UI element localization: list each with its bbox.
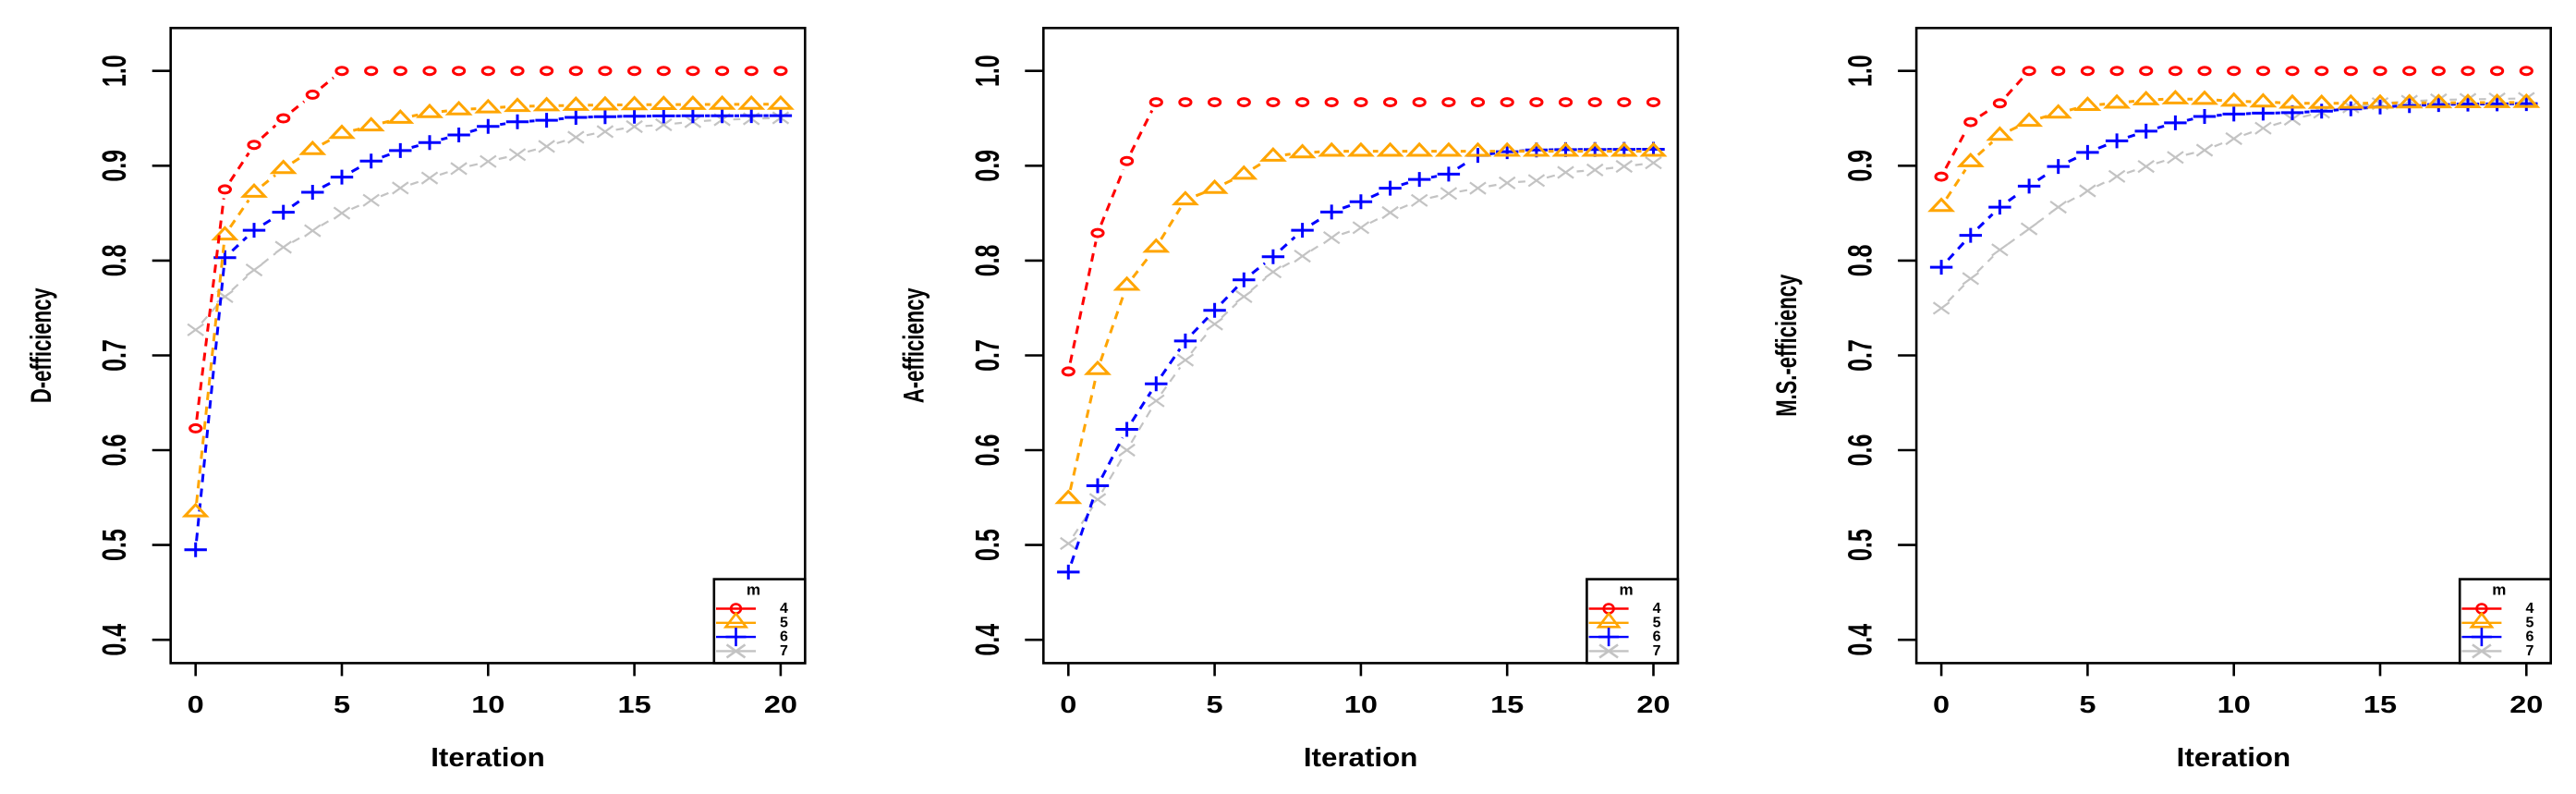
svg-text:10: 10 <box>471 691 504 718</box>
svg-text:5: 5 <box>2525 615 2533 630</box>
svg-text:15: 15 <box>2363 691 2397 718</box>
svg-text:15: 15 <box>1490 691 1524 718</box>
svg-text:0.9: 0.9 <box>96 150 134 182</box>
svg-text:0.4: 0.4 <box>1841 623 1879 655</box>
svg-text:7: 7 <box>780 643 788 659</box>
svg-text:0.5: 0.5 <box>1841 529 1879 561</box>
svg-text:5: 5 <box>334 691 350 718</box>
svg-text:1.0: 1.0 <box>1841 55 1879 87</box>
svg-text:0.5: 0.5 <box>96 529 134 561</box>
svg-text:0.4: 0.4 <box>96 623 134 655</box>
svg-text:m: m <box>1619 581 1633 599</box>
svg-text:D-efficiency: D-efficiency <box>24 287 57 403</box>
svg-text:0.8: 0.8 <box>968 245 1006 277</box>
svg-text:7: 7 <box>2525 643 2533 659</box>
svg-text:0.5: 0.5 <box>968 529 1006 561</box>
svg-text:10: 10 <box>1344 691 1378 718</box>
svg-text:20: 20 <box>2509 691 2543 718</box>
svg-text:m: m <box>747 581 760 599</box>
svg-text:0.9: 0.9 <box>1841 150 1879 182</box>
svg-text:0: 0 <box>1060 691 1076 718</box>
svg-text:4: 4 <box>2525 601 2533 617</box>
svg-text:Iteration: Iteration <box>2177 743 2291 773</box>
svg-text:4: 4 <box>1653 601 1661 617</box>
svg-text:A-efficiency: A-efficiency <box>896 287 930 403</box>
svg-text:5: 5 <box>1653 615 1661 630</box>
svg-text:0.7: 0.7 <box>96 339 134 372</box>
svg-text:4: 4 <box>780 601 788 617</box>
svg-text:1.0: 1.0 <box>968 55 1006 87</box>
svg-text:0.6: 0.6 <box>1841 434 1879 467</box>
svg-text:M.S.-efficiency: M.S.-efficiency <box>1769 274 1803 417</box>
svg-text:0.4: 0.4 <box>968 623 1006 655</box>
svg-text:5: 5 <box>2079 691 2096 718</box>
svg-text:0: 0 <box>188 691 204 718</box>
svg-text:0.7: 0.7 <box>1841 339 1879 372</box>
svg-text:6: 6 <box>2525 629 2533 645</box>
svg-text:20: 20 <box>764 691 797 718</box>
svg-text:6: 6 <box>1653 629 1661 645</box>
svg-text:Iteration: Iteration <box>1304 743 1418 773</box>
svg-text:0.8: 0.8 <box>96 245 134 277</box>
svg-text:0.6: 0.6 <box>968 434 1006 467</box>
svg-text:7: 7 <box>1653 643 1661 659</box>
svg-text:5: 5 <box>1207 691 1223 718</box>
svg-text:0.7: 0.7 <box>968 339 1006 372</box>
svg-text:m: m <box>2492 581 2506 599</box>
svg-text:6: 6 <box>780 629 788 645</box>
svg-text:0.9: 0.9 <box>968 150 1006 182</box>
svg-text:10: 10 <box>2218 691 2251 718</box>
svg-text:1.0: 1.0 <box>96 55 134 87</box>
svg-text:20: 20 <box>1636 691 1670 718</box>
svg-text:5: 5 <box>780 615 788 630</box>
svg-text:Iteration: Iteration <box>431 743 545 773</box>
svg-text:0.8: 0.8 <box>1841 245 1879 277</box>
svg-text:0: 0 <box>1933 691 1950 718</box>
svg-text:15: 15 <box>618 691 651 718</box>
svg-text:0.6: 0.6 <box>96 434 134 467</box>
